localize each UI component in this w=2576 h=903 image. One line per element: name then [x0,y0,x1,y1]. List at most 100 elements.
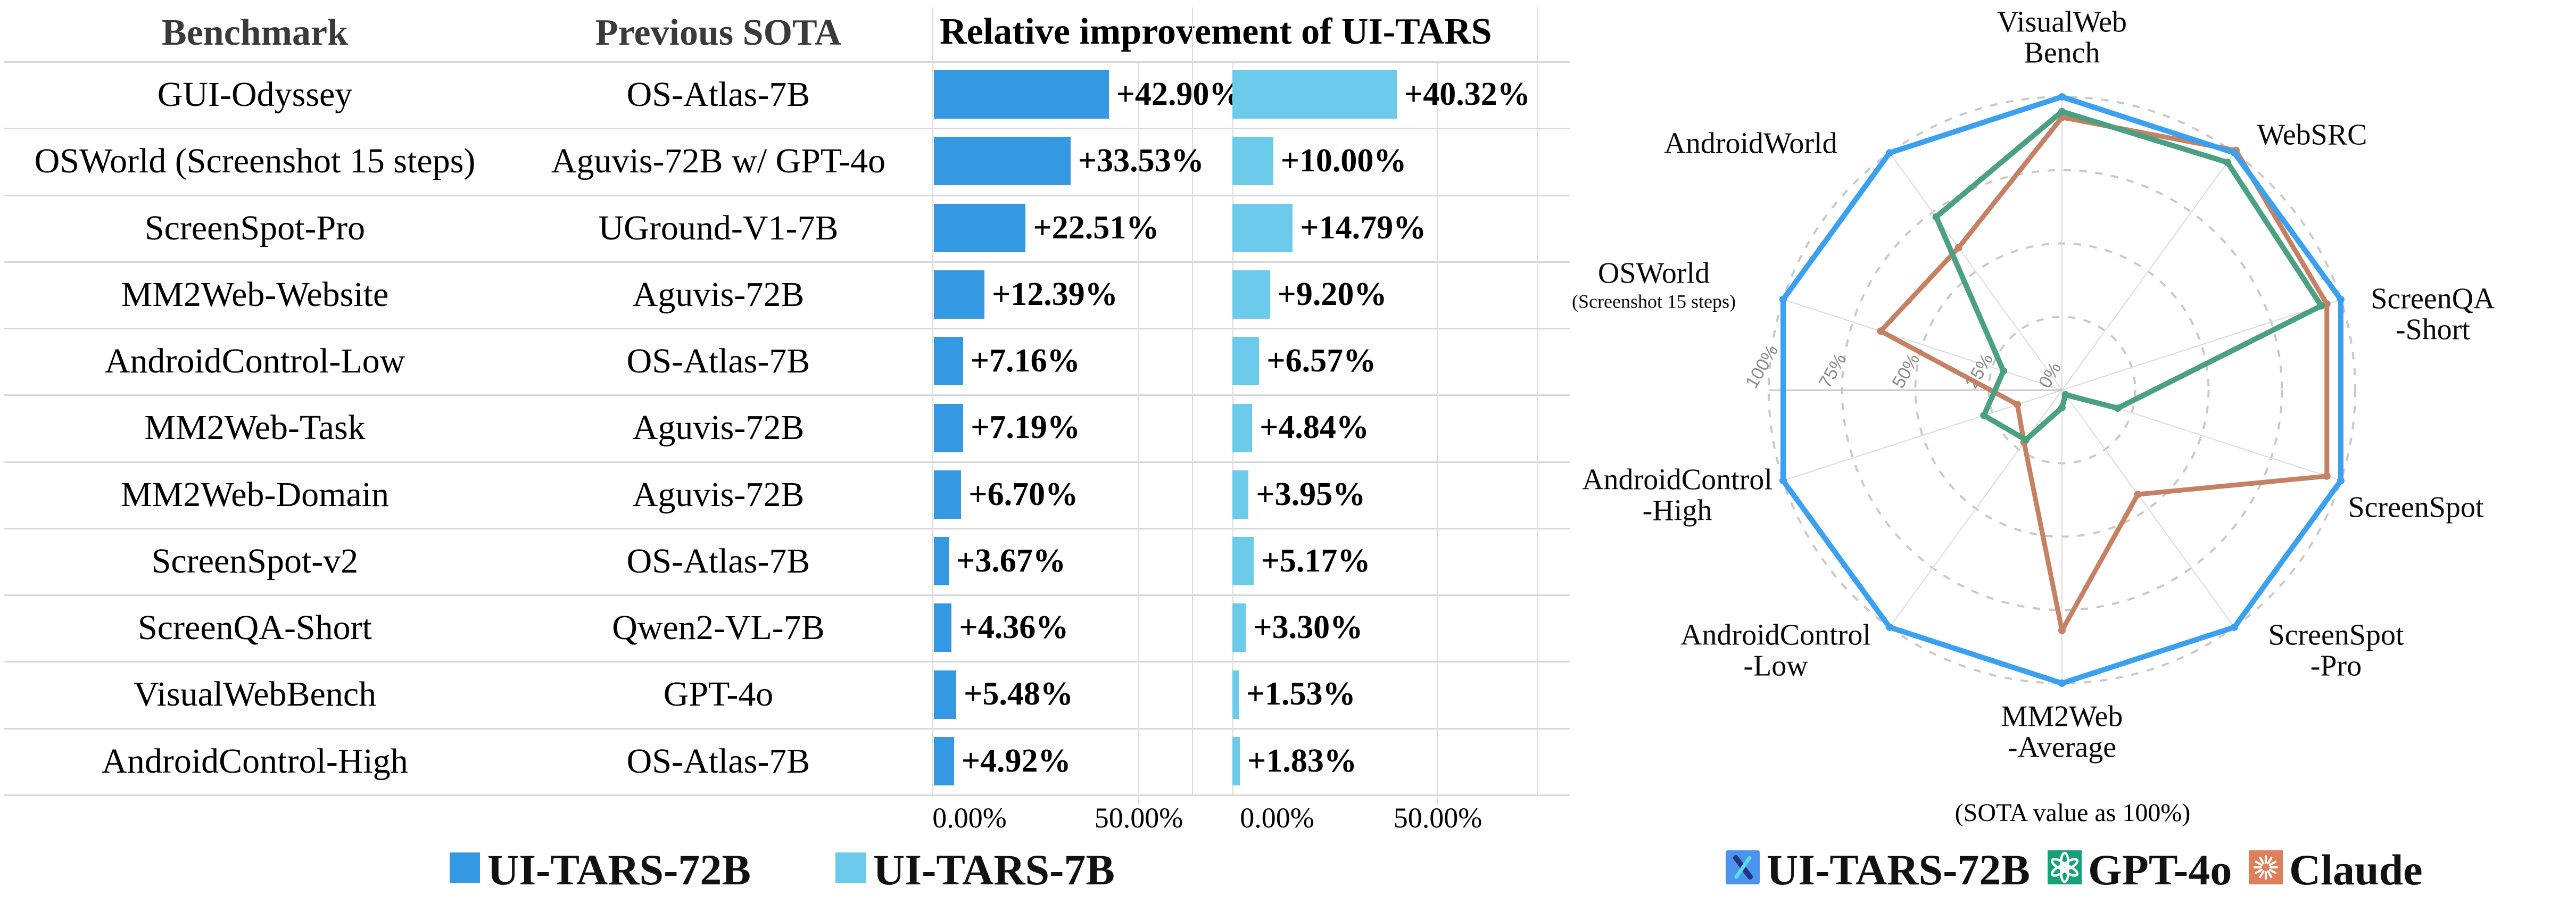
benchmark-name: ScreenQA-Short [138,608,372,648]
radar-series-marker [2134,491,2142,499]
radar-series-claude [1878,115,2330,633]
radar-axis-label: OSWorld [1598,257,1710,290]
benchmark-name: MM2Web-Task [144,408,366,448]
legend-label-gpt4o: GPT-4o [2088,846,2232,894]
bar-axis-tick-50-panel1: 50.00% [1094,802,1183,834]
improvement-bar-ui-tars-72b [934,736,954,785]
previous-sota-name: Aguvis-72B w/ GPT-4o [551,142,886,181]
radar-series-marker [2022,436,2030,444]
claude-ray [2268,868,2277,874]
radar-axis-label: -Pro [2310,650,2362,683]
radar-series-marker [2337,295,2345,303]
table-row-separator [4,527,1570,529]
bar-panel-gridline [1192,7,1193,794]
improvement-value-label: +12.39% [991,276,1118,312]
claude-ray [2259,870,2265,879]
claude-ray [2255,868,2263,874]
radar-axis-label: ScreenQA [2371,283,2495,316]
improvement-value-label: +40.32% [1404,76,1530,112]
radar-series-marker [1980,411,1988,419]
improvement-bar-ui-tars-72b [934,670,956,719]
bar-panel-gridline [1138,61,1139,805]
previous-sota-name: Aguvis-72B [632,408,805,448]
bar-panel-gridline [1537,7,1538,794]
improvement-bar-ui-tars-7b [1232,403,1253,452]
benchmark-name: OSWorld (Screenshot 15 steps) [34,142,476,181]
radar-axis-label: -Average [2008,731,2116,764]
openai-logo-icon [2048,850,2082,884]
improvement-value-label: +22.51% [1033,209,1159,246]
radar-series-marker [2058,626,2066,634]
radar-spoke [2061,299,2341,391]
bar-panel-gridline [1437,61,1438,805]
radar-tick-label: 0% [2035,359,2065,392]
radar-axis-label: (Screenshot 15 steps) [1572,291,1736,312]
radar-spoke [2061,390,2235,628]
legend-label-uitars72b-radar: UI-TARS-72B [1767,846,2031,894]
radar-series-marker [1886,149,1894,157]
radar-axis-label: WebSRC [2257,119,2367,152]
improvement-bar-ui-tars-72b [934,537,949,585]
radar-series-marker [1954,244,1962,252]
improvement-value-label: +5.17% [1261,542,1371,579]
previous-sota-name: Qwen2-VL-7B [612,608,825,648]
legend-label-uitars72b: UI-TARS-72B [487,846,751,894]
improvement-bar-ui-tars-72b [934,603,952,652]
radar-axis-label: ScreenSpot [2268,619,2404,652]
ui-tars-logo-icon [1726,850,1760,884]
previous-sota-name: Aguvis-72B [632,275,805,314]
openai-petal [2050,858,2068,871]
radar-series-marker [2058,93,2066,101]
previous-sota-name: OS-Atlas-7B [626,342,810,381]
improvement-bar-ui-tars-7b [1232,337,1260,386]
improvement-value-label: +3.67% [956,542,1066,579]
radar-caption: (SOTA value as 100%) [1954,799,2191,827]
column-header-improvement: Relative improvement of UI-TARS [940,11,1492,52]
radar-spoke [1889,152,2063,391]
radar-series-marker [2014,401,2022,409]
table-row-separator [4,794,1570,796]
improvement-value-label: +33.53% [1078,143,1204,179]
radar-tick-label: 50% [1888,350,1924,392]
legend-swatch-gpt4o [2048,850,2082,884]
improvement-value-label: +5.48% [964,676,1073,713]
table-row-separator [4,461,1570,463]
improvement-bar-ui-tars-72b [934,403,964,452]
claude-ray [2259,856,2265,865]
legend-swatch-claude [2249,850,2283,884]
radar-spoke [1783,299,2063,391]
radar-series-marker [1877,327,1885,335]
radar-tick-label: 100% [1742,342,1782,392]
improvement-value-label: +4.84% [1260,409,1369,446]
radar-series-marker [2230,149,2238,157]
legend-swatch-uitars7b [835,852,866,883]
bar-axis-tick-50-panel2: 50.00% [1393,802,1482,834]
column-header-benchmark: Benchmark [162,12,348,53]
improvement-bar-ui-tars-7b [1232,603,1246,652]
table-row-separator [4,394,1570,396]
legend-swatch-uitars72b [450,852,480,883]
claude-ray [2267,870,2273,879]
table-row-separator [4,594,1570,597]
radar-series-marker [2230,623,2238,631]
improvement-value-label: +42.90% [1116,76,1243,112]
radar-series-marker [2323,472,2331,480]
radar-axis-label: AndroidControl [1680,619,1871,652]
previous-sota-name: UGround-V1-7B [598,208,839,247]
previous-sota-name: GPT-4o [663,675,774,714]
improvement-value-label: +7.19% [971,409,1080,446]
radar-axis-label: VisualWeb [1997,6,2127,39]
improvement-bar-ui-tars-7b [1232,203,1293,252]
improvement-bar-ui-tars-7b [1232,137,1273,186]
benchmark-name: ScreenSpot-v2 [151,541,359,581]
table-row-separator [4,727,1570,730]
radar-axis-label: ScreenSpot [2348,491,2484,524]
improvement-value-label: +14.79% [1300,209,1427,246]
table-header-separator [4,61,1570,63]
previous-sota-name: OS-Atlas-7B [626,541,810,581]
improvement-value-label: +7.16% [970,343,1080,379]
radar-axis-label: -High [1643,494,1712,527]
table-row-separator [4,194,1570,196]
